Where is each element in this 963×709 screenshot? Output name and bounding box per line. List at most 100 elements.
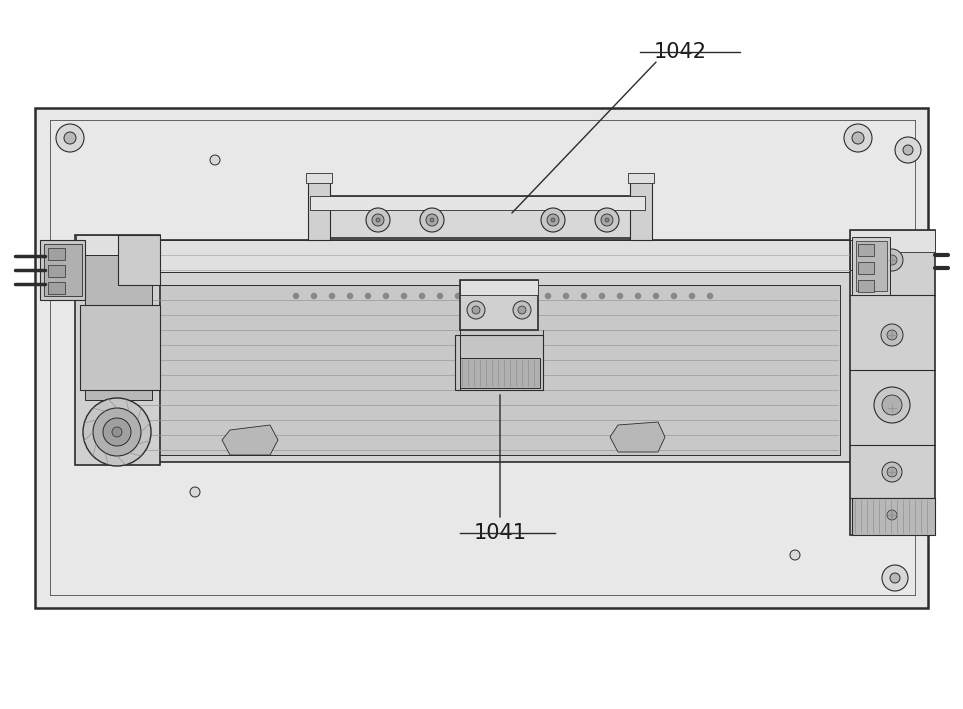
Polygon shape [75,235,160,465]
Circle shape [383,293,389,299]
Polygon shape [628,173,654,183]
Circle shape [56,124,84,152]
Circle shape [605,218,609,222]
Circle shape [887,403,897,413]
Circle shape [563,293,569,299]
Circle shape [547,214,559,226]
Circle shape [887,330,897,340]
Circle shape [852,132,864,144]
Circle shape [210,155,220,165]
Polygon shape [35,108,928,608]
Polygon shape [310,196,645,238]
Circle shape [545,293,551,299]
Circle shape [581,293,587,299]
Polygon shape [630,175,652,240]
Polygon shape [610,422,665,452]
Circle shape [437,293,443,299]
Polygon shape [856,241,887,291]
Circle shape [472,306,480,314]
Circle shape [671,293,677,299]
Circle shape [365,293,371,299]
Circle shape [887,255,897,265]
Polygon shape [118,235,160,285]
Circle shape [601,214,613,226]
Polygon shape [850,240,890,270]
Circle shape [903,145,913,155]
Circle shape [513,301,531,319]
Polygon shape [80,305,160,390]
Circle shape [93,408,141,456]
Circle shape [883,506,901,524]
Circle shape [190,487,200,497]
Circle shape [653,293,659,299]
Text: 1042: 1042 [654,42,707,62]
Circle shape [401,293,407,299]
Circle shape [844,124,872,152]
Polygon shape [455,335,543,390]
Circle shape [790,550,800,560]
Circle shape [467,301,485,319]
Polygon shape [858,262,874,274]
Polygon shape [852,498,935,535]
Circle shape [617,293,623,299]
Circle shape [881,324,903,346]
Circle shape [518,306,526,314]
Polygon shape [82,240,858,272]
Polygon shape [222,425,278,455]
Polygon shape [310,196,645,210]
Circle shape [541,208,565,232]
Circle shape [881,249,903,271]
Polygon shape [850,230,935,252]
Polygon shape [100,285,840,455]
Circle shape [551,218,555,222]
Polygon shape [76,235,158,255]
Circle shape [83,398,151,466]
Circle shape [376,218,380,222]
Text: 1041: 1041 [474,523,527,543]
Circle shape [372,214,384,226]
Circle shape [599,293,605,299]
Circle shape [890,573,900,583]
Polygon shape [80,240,860,462]
Circle shape [635,293,641,299]
Circle shape [882,565,908,591]
Circle shape [689,293,695,299]
Circle shape [887,510,897,520]
Circle shape [419,293,425,299]
Polygon shape [858,244,874,256]
Circle shape [329,293,335,299]
Circle shape [881,397,903,419]
Circle shape [882,462,902,482]
Circle shape [311,293,317,299]
Circle shape [293,293,299,299]
Circle shape [882,395,902,415]
Circle shape [103,418,131,446]
Polygon shape [858,280,874,292]
Polygon shape [460,358,540,388]
Circle shape [473,293,479,299]
Circle shape [887,467,897,477]
Circle shape [426,214,438,226]
Circle shape [366,208,390,232]
Polygon shape [308,175,330,240]
Circle shape [420,208,444,232]
Circle shape [491,293,497,299]
Polygon shape [44,244,82,296]
Polygon shape [40,240,85,300]
Polygon shape [306,173,332,183]
Circle shape [895,137,921,163]
Circle shape [527,293,533,299]
Polygon shape [460,280,538,330]
Circle shape [509,293,515,299]
Circle shape [595,208,619,232]
Polygon shape [460,280,538,295]
Polygon shape [48,248,65,260]
Polygon shape [850,230,935,535]
Circle shape [874,387,910,423]
Polygon shape [85,255,152,400]
Circle shape [430,218,434,222]
Circle shape [112,427,122,437]
Polygon shape [852,237,890,295]
Circle shape [64,132,76,144]
Circle shape [455,293,461,299]
